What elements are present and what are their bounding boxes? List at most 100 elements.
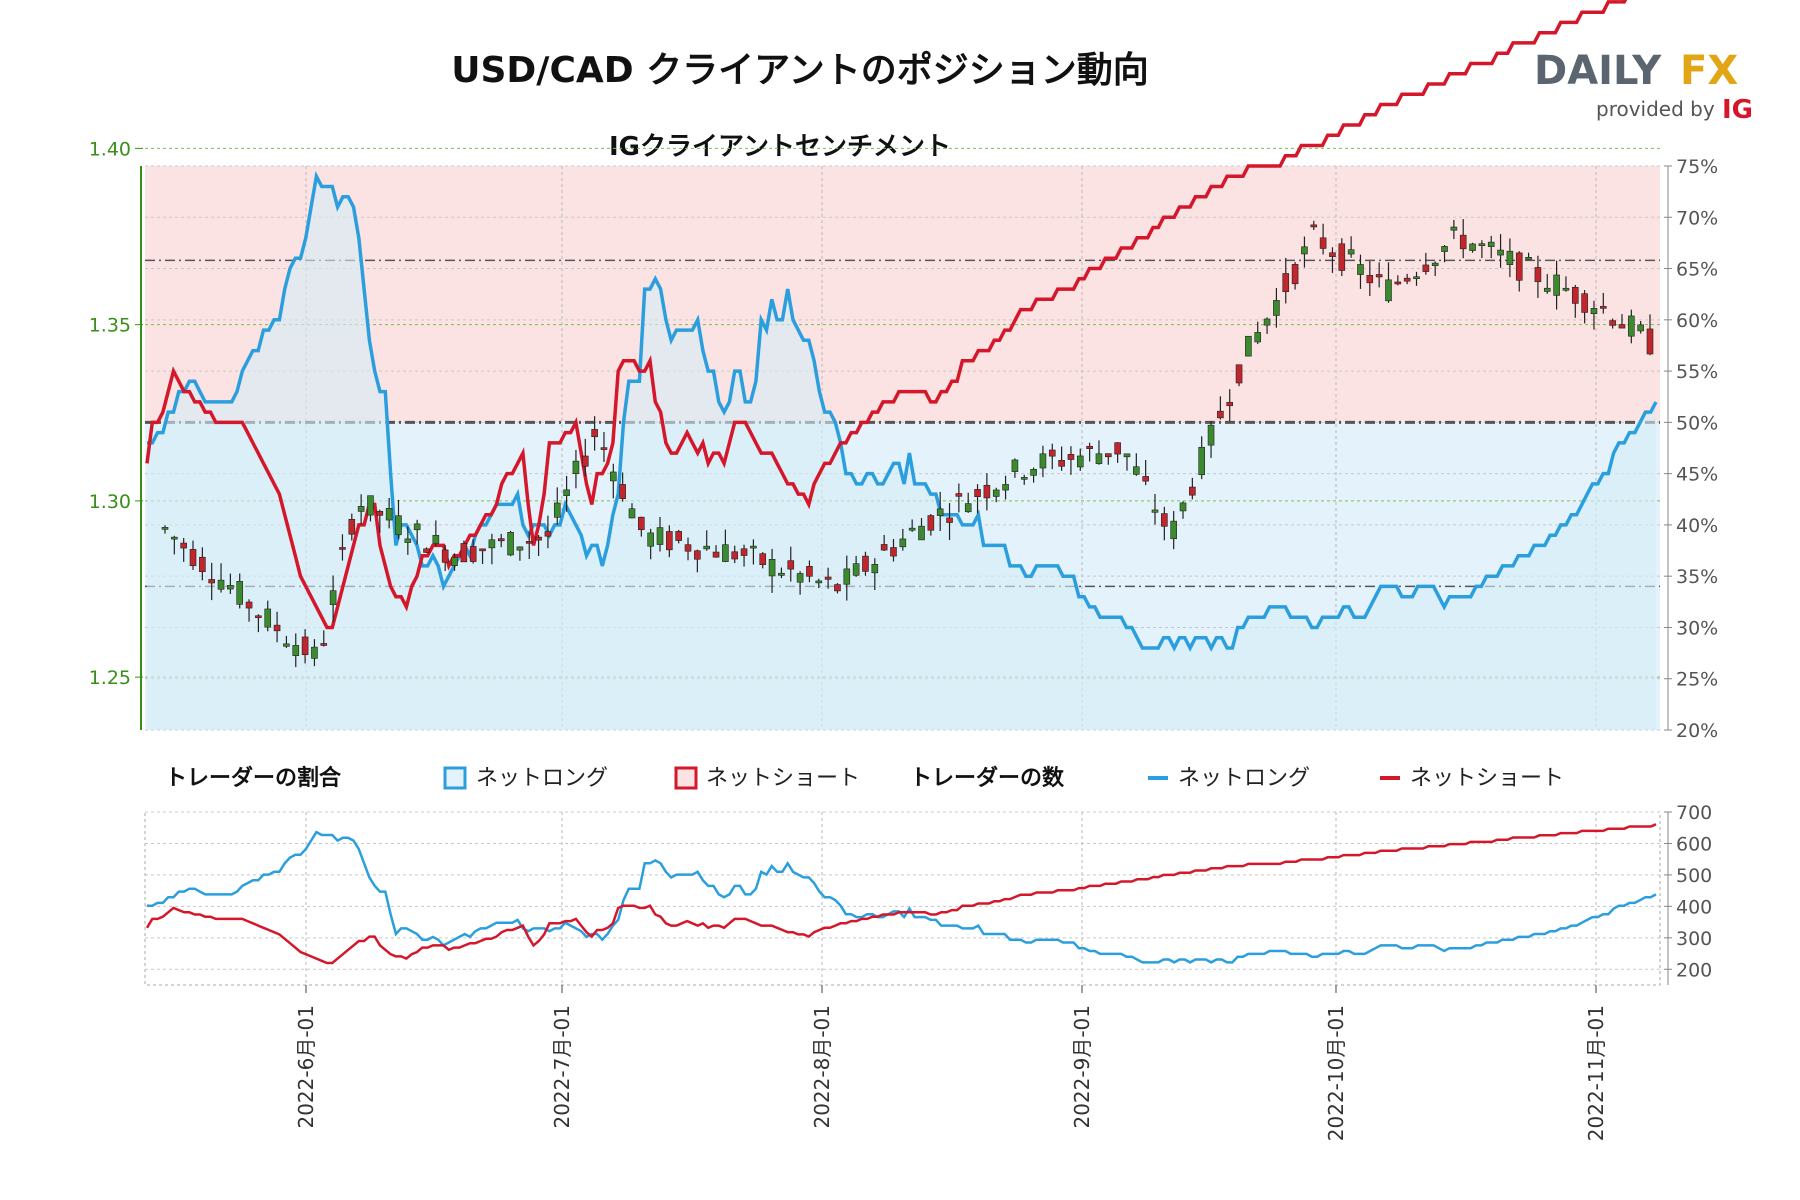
price-tick-label: 1.40 <box>89 138 131 160</box>
count-tick-label: 600 <box>1676 833 1712 855</box>
dailyfx-logo: DAILY FX provided by IG <box>1534 48 1753 125</box>
candle-up <box>1441 246 1448 252</box>
candle-up <box>553 502 561 518</box>
candle-down <box>1048 449 1056 457</box>
candle-down <box>694 550 701 560</box>
candle-down <box>759 553 767 565</box>
candle-down <box>1609 320 1616 326</box>
candle-down <box>255 615 262 619</box>
candle-up <box>610 471 617 482</box>
legend-short-swatch <box>674 766 698 790</box>
candle-down <box>1282 273 1290 292</box>
candle-up <box>1478 243 1486 246</box>
candle-up <box>488 539 496 549</box>
count-tick-label: 200 <box>1676 959 1712 981</box>
candle-up <box>908 527 916 531</box>
candle-up <box>1179 502 1187 512</box>
candle-down <box>712 551 720 558</box>
candle-down <box>824 576 832 580</box>
legend-count-long-label: ネットロング <box>1178 766 1310 791</box>
x-tick-label: 2022-7月-01 <box>550 1005 574 1129</box>
pct-tick-label: 40% <box>1676 515 1718 537</box>
legend: トレーダーの割合 ネットロング ネットショート トレーダーの数 ネットロング ネットショー… <box>165 765 1564 791</box>
candle-up <box>1198 446 1205 476</box>
candle-up <box>283 643 290 647</box>
candle-down <box>1338 243 1346 271</box>
candle-up <box>413 523 421 531</box>
candle-down <box>525 541 533 544</box>
lower-frame <box>144 811 1661 986</box>
candle-up <box>1123 453 1131 458</box>
candle-down <box>1067 454 1075 460</box>
candle-up <box>1207 424 1215 446</box>
lower-plot: 700 600 500 400 300 200 <box>144 802 1712 986</box>
candle-down <box>731 551 739 560</box>
count-tick-label: 400 <box>1676 896 1712 918</box>
candle-down <box>423 548 430 553</box>
candle-up <box>1133 466 1140 475</box>
candle-up <box>852 563 860 576</box>
candle-down <box>348 518 356 535</box>
pct-tick-label: 55% <box>1676 361 1718 383</box>
candle-up <box>1011 459 1019 472</box>
candle-up <box>936 508 944 516</box>
candle-up <box>1347 249 1355 255</box>
candle-down <box>199 556 206 573</box>
candle-up <box>918 525 925 541</box>
candle-up <box>572 460 580 474</box>
pct-tick-label: 30% <box>1676 617 1718 639</box>
candle-down <box>1600 306 1607 309</box>
x-tick-label: 2022-11月-01 <box>1584 1005 1608 1141</box>
candle-down <box>460 543 468 563</box>
candle-up <box>1151 509 1159 513</box>
candle-down <box>890 547 897 557</box>
logo-ig: IG <box>1722 95 1753 125</box>
candle-up <box>563 489 570 496</box>
candle-up <box>1553 274 1560 296</box>
candle-up <box>1039 453 1047 469</box>
candle-down <box>1291 264 1299 285</box>
candle-up <box>778 572 785 576</box>
candle-down <box>1394 281 1402 285</box>
candle-down <box>180 542 187 549</box>
candle-down <box>787 560 795 570</box>
candle-up <box>236 581 244 605</box>
candle-down <box>273 624 281 632</box>
legend-short-label: ネットショート <box>706 766 860 791</box>
candle-down <box>1310 224 1318 228</box>
candle-down <box>946 517 953 523</box>
pct-tick-label: 35% <box>1676 566 1718 588</box>
pct-tick-label: 75% <box>1676 156 1718 178</box>
candle-down <box>1581 293 1588 313</box>
logo-provided: provided by <box>1596 97 1715 121</box>
candle-down <box>1515 252 1523 281</box>
candle-down <box>983 484 991 499</box>
candle-up <box>1002 484 1009 491</box>
candle-down <box>740 548 748 556</box>
candle-up <box>1487 241 1495 247</box>
candle-up <box>404 538 412 543</box>
candle-up <box>264 608 272 628</box>
candle-up <box>516 546 524 551</box>
candle-up <box>1263 318 1271 326</box>
candle-up <box>750 545 757 549</box>
candle-up <box>1030 469 1037 476</box>
price-tick-label: 1.25 <box>89 667 131 689</box>
candle-up <box>1273 300 1280 316</box>
candle-up <box>768 558 776 577</box>
candle-down <box>1329 252 1336 257</box>
candle-down <box>320 643 328 646</box>
candle-down <box>1319 237 1327 249</box>
candle-down <box>1235 364 1243 384</box>
candle-up <box>1469 243 1476 251</box>
candle-down <box>1114 442 1121 455</box>
candle-up <box>899 538 907 548</box>
candle-down <box>1375 274 1383 278</box>
candle-down <box>927 515 935 531</box>
legend-long-label: ネットロング <box>476 766 608 791</box>
candle-down <box>208 579 215 584</box>
candle-down <box>245 601 253 609</box>
candle-up <box>1525 256 1532 260</box>
candle-up <box>217 579 225 590</box>
candle-up <box>357 506 365 512</box>
